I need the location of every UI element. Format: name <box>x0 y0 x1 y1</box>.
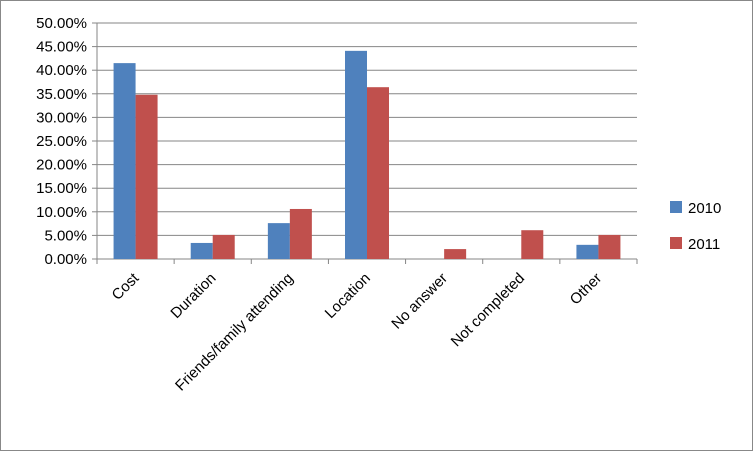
y-tick-label: 15.00% <box>36 180 87 197</box>
bar <box>521 230 544 259</box>
bar <box>135 94 158 259</box>
y-tick-label: 40.00% <box>36 62 87 79</box>
bar <box>576 244 599 259</box>
legend-swatch <box>670 237 682 249</box>
y-tick-label: 5.00% <box>44 227 87 244</box>
bar <box>598 234 621 259</box>
y-tick-label: 45.00% <box>36 39 87 56</box>
bar <box>190 242 213 259</box>
legend-swatch <box>670 201 682 213</box>
bar <box>212 234 235 259</box>
y-tick-label: 25.00% <box>36 133 87 150</box>
y-tick-label: 30.00% <box>36 109 87 126</box>
legend-label: 2011 <box>688 236 720 253</box>
y-tick-label: 20.00% <box>36 157 87 174</box>
bar <box>267 223 290 259</box>
y-tick-label: 0.00% <box>44 251 87 268</box>
bar <box>367 87 389 259</box>
y-tick-label: 50.00% <box>36 15 87 32</box>
bar <box>113 63 136 260</box>
legend-label: 2010 <box>688 200 721 217</box>
bar <box>444 249 467 259</box>
bar <box>345 50 367 260</box>
y-tick-label: 10.00% <box>36 204 87 221</box>
y-tick-label: 35.00% <box>36 86 87 103</box>
bar <box>289 208 312 259</box>
